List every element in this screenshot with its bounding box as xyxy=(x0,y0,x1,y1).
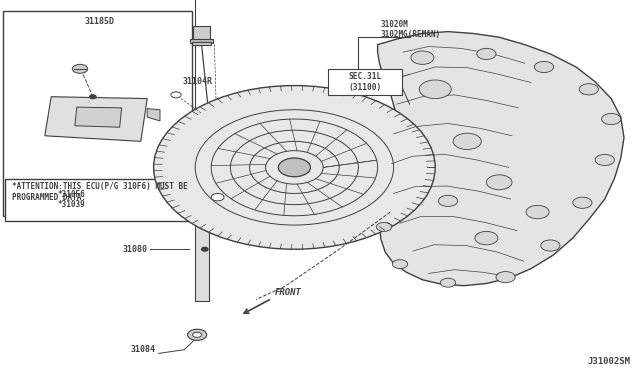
Bar xyxy=(202,223,220,231)
Text: 31096: 31096 xyxy=(238,103,263,112)
Circle shape xyxy=(541,240,560,251)
Circle shape xyxy=(90,95,96,99)
Polygon shape xyxy=(147,109,160,121)
Bar xyxy=(195,223,209,301)
Bar xyxy=(192,42,211,45)
Text: *ATTENTION:THIS ECU(P/G 310F6) MUST BE
PROGRAMMED DATA.: *ATTENTION:THIS ECU(P/G 310F6) MUST BE P… xyxy=(12,182,188,202)
Circle shape xyxy=(573,197,592,208)
Circle shape xyxy=(278,158,310,177)
Circle shape xyxy=(438,195,458,206)
Text: J31002SM: J31002SM xyxy=(588,357,630,366)
Circle shape xyxy=(154,86,435,249)
Circle shape xyxy=(211,193,224,201)
Circle shape xyxy=(496,272,515,283)
Text: 31080: 31080 xyxy=(122,245,147,254)
Bar xyxy=(190,39,213,43)
Circle shape xyxy=(392,260,408,269)
Circle shape xyxy=(602,113,621,125)
Text: SEC.31L
(31100): SEC.31L (31100) xyxy=(349,72,381,92)
Bar xyxy=(3,11,192,216)
Polygon shape xyxy=(378,32,624,286)
Text: 31185D: 31185D xyxy=(84,17,114,26)
Circle shape xyxy=(419,80,451,99)
Circle shape xyxy=(477,48,496,60)
Circle shape xyxy=(171,92,181,98)
Circle shape xyxy=(376,222,392,231)
Bar xyxy=(5,179,191,221)
Circle shape xyxy=(440,278,456,287)
Circle shape xyxy=(486,175,512,190)
Circle shape xyxy=(202,247,208,251)
Circle shape xyxy=(188,329,207,340)
Text: 31084: 31084 xyxy=(131,345,156,354)
Circle shape xyxy=(475,231,498,245)
Circle shape xyxy=(526,205,549,219)
Bar xyxy=(328,69,402,95)
Circle shape xyxy=(411,51,434,64)
Polygon shape xyxy=(45,97,147,141)
Polygon shape xyxy=(75,107,122,127)
Text: 31104R: 31104R xyxy=(182,77,212,86)
Circle shape xyxy=(595,154,614,166)
Circle shape xyxy=(579,84,598,95)
Circle shape xyxy=(453,133,481,150)
Text: 31020M
3102MG(REMAN): 31020M 3102MG(REMAN) xyxy=(381,20,441,39)
Text: 31068A: 31068A xyxy=(253,193,283,202)
Circle shape xyxy=(193,332,202,337)
Bar xyxy=(209,171,220,231)
Circle shape xyxy=(534,61,554,73)
Text: *310F6
*31039: *310F6 *31039 xyxy=(58,190,85,209)
Circle shape xyxy=(72,64,88,73)
Bar xyxy=(193,26,210,41)
Text: FRONT: FRONT xyxy=(275,288,302,297)
